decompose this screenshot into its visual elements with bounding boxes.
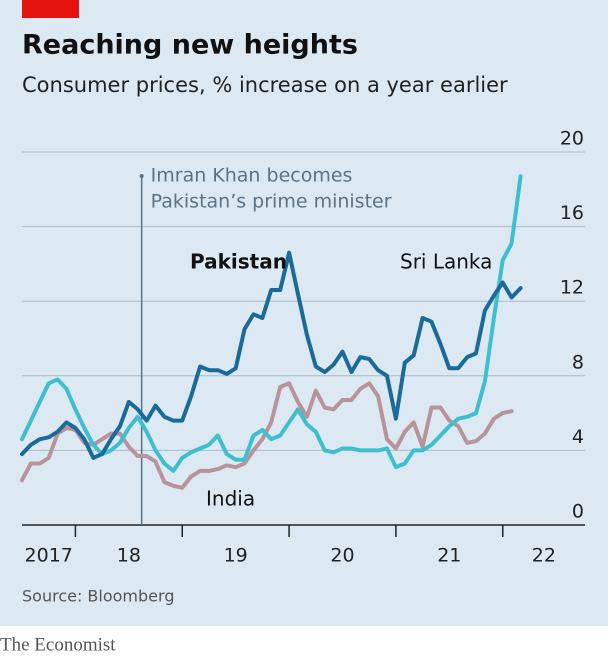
- x-tick-label: 22: [532, 545, 556, 567]
- series-label: Pakistan: [190, 250, 287, 274]
- chart-subtitle: Consumer prices, % increase on a year ea…: [22, 73, 508, 97]
- y-tick-label: 8: [572, 351, 584, 373]
- series-label: India: [206, 487, 255, 511]
- series-line: [20, 250, 523, 460]
- x-tick-label: 21: [437, 545, 461, 567]
- annotation-dot: [139, 174, 144, 178]
- x-tick-label: 19: [224, 545, 248, 567]
- y-tick-label: 0: [572, 501, 584, 523]
- chart-title: Reaching new heights: [22, 30, 358, 61]
- x-tick-label: 2017: [25, 545, 73, 567]
- brand-tag: [22, 0, 79, 18]
- annotation-text: Imran Khan becomes: [151, 165, 353, 187]
- series-label: Sri Lanka: [400, 250, 492, 274]
- series-line: [20, 381, 514, 490]
- x-tick-label: 18: [117, 545, 141, 567]
- brand: The Economist: [0, 634, 116, 655]
- y-tick-label: 12: [560, 277, 584, 299]
- series: [20, 250, 523, 460]
- annotation-text: Pakistan’s prime minister: [151, 191, 392, 213]
- source: Source: Bloomberg: [22, 587, 174, 606]
- x-tick-label: 20: [330, 545, 354, 567]
- y-tick-label: 20: [560, 128, 584, 150]
- series: [20, 381, 514, 490]
- y-tick-label: 4: [572, 426, 584, 448]
- y-tick-label: 16: [560, 202, 584, 224]
